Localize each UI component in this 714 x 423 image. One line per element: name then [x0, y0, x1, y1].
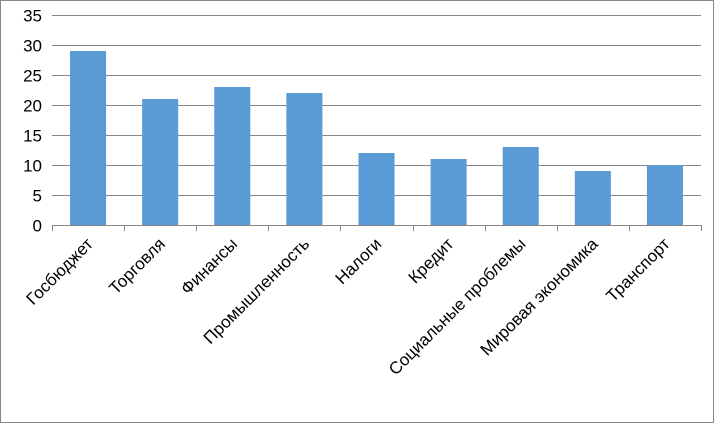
- y-tick-label: 10: [23, 157, 42, 176]
- bar-5: [358, 153, 395, 225]
- bar-1: [70, 51, 107, 225]
- x-category-label: Торговля: [105, 234, 169, 298]
- y-tick-label: 5: [33, 187, 42, 206]
- y-tick-labels: 0 5 10 15 20 25 30 35: [23, 7, 42, 236]
- bar-2: [142, 99, 179, 225]
- bar-3: [214, 87, 251, 225]
- y-tick-label: 20: [23, 97, 42, 116]
- x-category-label: Мировая экономика: [477, 234, 602, 359]
- bars: [70, 51, 683, 225]
- x-category-label: Социальные проблемы: [385, 234, 530, 379]
- bar-7: [502, 147, 539, 225]
- y-tick-label: 30: [23, 37, 42, 56]
- y-tick-label: 0: [33, 217, 42, 236]
- x-category-label: Транспорт: [603, 234, 674, 305]
- y-tick-label: 35: [23, 7, 42, 26]
- axes: [52, 225, 702, 231]
- x-category-label: Финансы: [177, 234, 241, 298]
- bar-4: [286, 93, 323, 225]
- bar-8: [574, 171, 611, 225]
- x-category-label: Налоги: [332, 234, 386, 288]
- bar-9: [646, 165, 683, 225]
- x-category-label: Кредит: [405, 234, 458, 287]
- bar-6: [430, 159, 467, 225]
- y-tick-label: 15: [23, 127, 42, 146]
- y-tick-label: 25: [23, 67, 42, 86]
- x-category-label: Госбюджет: [23, 234, 97, 308]
